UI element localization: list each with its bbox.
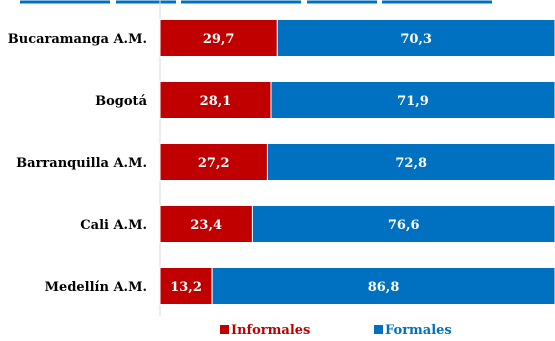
legend-swatch	[220, 325, 229, 334]
legend-swatch	[374, 325, 383, 334]
category-labels: Bucaramanga A.M. Bogotá Barranquilla A.M. C…	[8, 32, 148, 295]
data-label: 72,8	[395, 156, 427, 171]
data-label: 86,8	[368, 280, 400, 295]
bar-formales	[211, 267, 555, 305]
bar-formales	[270, 81, 555, 119]
category-label: Barranquilla A.M.	[16, 156, 147, 171]
legend-item-formales: Formales	[374, 323, 452, 338]
bar-formales	[276, 19, 555, 57]
data-label: 13,2	[170, 280, 202, 295]
data-label: 23,4	[190, 218, 222, 233]
bar-informales	[159, 143, 268, 181]
category-label: Bogotá	[95, 94, 147, 109]
data-label: 71,9	[397, 94, 429, 109]
bar-informales	[159, 19, 278, 57]
data-label: 29,7	[203, 32, 235, 47]
category-label: Medellín A.M.	[45, 280, 147, 295]
bar-formales	[266, 143, 555, 181]
data-label: 76,6	[388, 218, 420, 233]
bar-formales	[251, 205, 555, 243]
data-label: 28,1	[200, 94, 232, 109]
legend-label: Formales	[385, 323, 452, 338]
legend-label: Informales	[231, 323, 310, 338]
data-label: 70,3	[400, 32, 432, 47]
legend: Informales Formales	[220, 323, 452, 338]
legend-item-informales: Informales	[220, 323, 310, 338]
data-label: 27,2	[198, 156, 230, 171]
bars-group: 29,7 70,3 28,1 71,9 27,2 72,8 23,4 76,6 13,2 86,8	[159, 19, 555, 305]
category-label: Bucaramanga A.M.	[8, 32, 147, 47]
category-label: Cali A.M.	[80, 218, 147, 233]
